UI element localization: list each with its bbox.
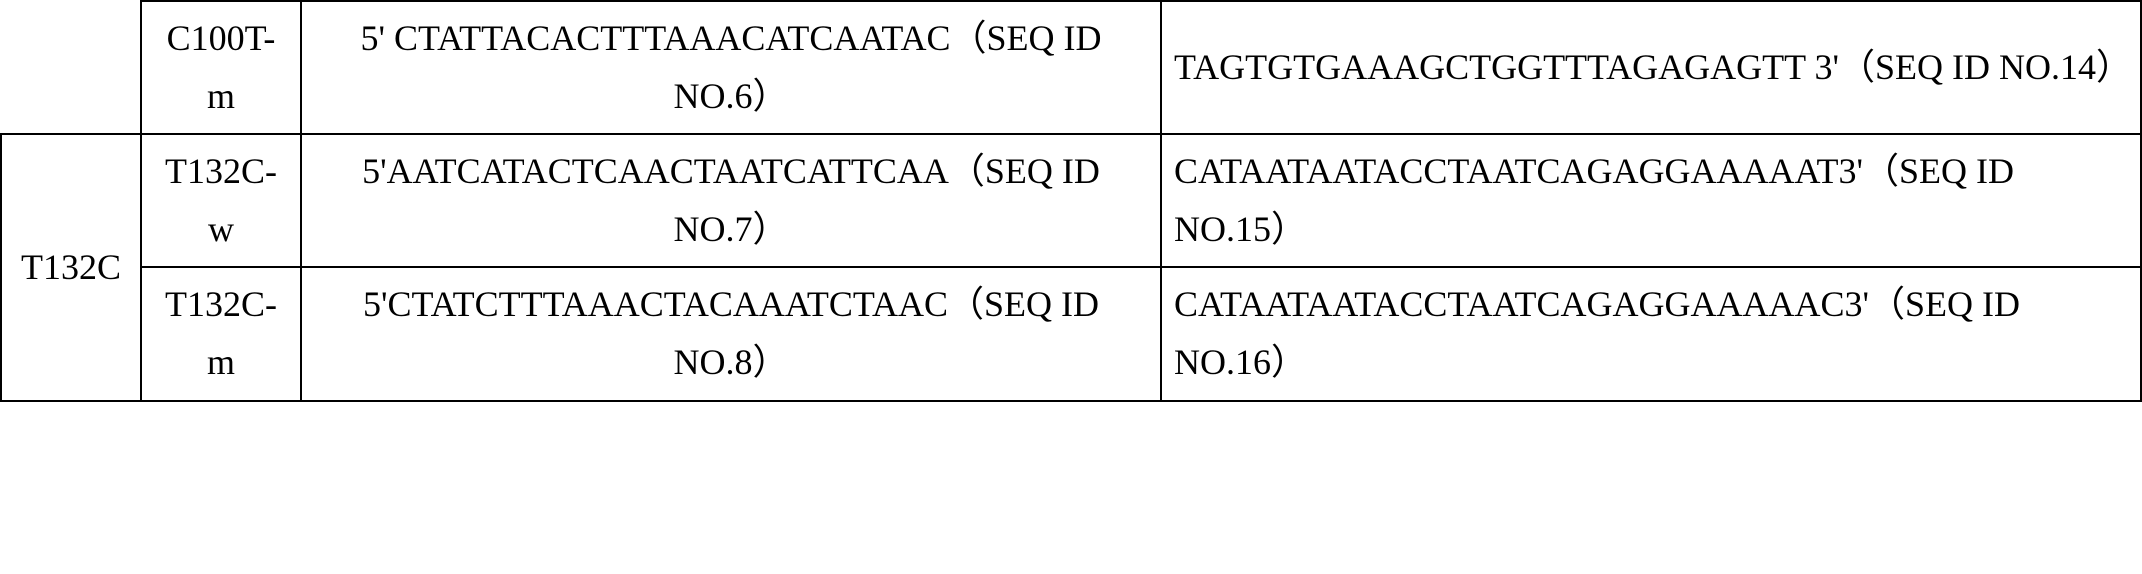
table-row: T132C-m 5'CTATCTTTAAACTACAAATCTAAC（SEQ I… [1, 267, 2141, 400]
table-row: C100T-m 5' CTATTACACTTTAAACATCAATAC（SEQ … [1, 1, 2141, 134]
cell-seq1: 5'AATCATACTCAACTAATCATTCAA（SEQ ID NO.7） [301, 134, 1161, 267]
cell-seq1: 5' CTATTACACTTTAAACATCAATAC（SEQ ID NO.6） [301, 1, 1161, 134]
cell-seq2: CATAATAATACCTAATCAGAGGAAAAAC3'（SEQ ID NO… [1161, 267, 2141, 400]
cell-mutation-empty [1, 1, 141, 134]
cell-seq2: CATAATAATACCTAATCAGAGGAAAAAT3'（SEQ ID NO… [1161, 134, 2141, 267]
cell-mutation: T132C [1, 134, 141, 400]
cell-variant: T132C-w [141, 134, 301, 267]
table-row: T132C T132C-w 5'AATCATACTCAACTAATCATTCAA… [1, 134, 2141, 267]
sequence-table: C100T-m 5' CTATTACACTTTAAACATCAATAC（SEQ … [0, 0, 2142, 402]
cell-variant: T132C-m [141, 267, 301, 400]
cell-seq2: TAGTGTGAAAGCTGGTTTAGAGAGTT 3'（SEQ ID NO.… [1161, 1, 2141, 134]
cell-seq1: 5'CTATCTTTAAACTACAAATCTAAC（SEQ ID NO.8） [301, 267, 1161, 400]
cell-variant: C100T-m [141, 1, 301, 134]
